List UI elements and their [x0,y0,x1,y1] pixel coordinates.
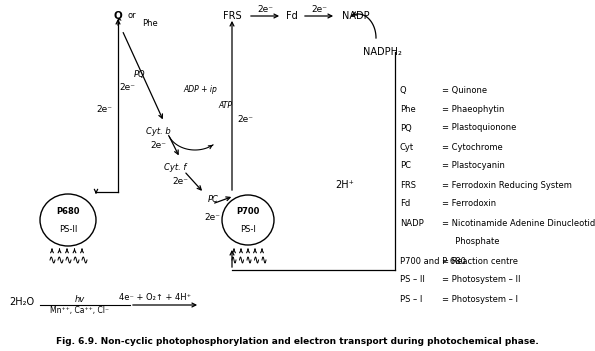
Text: = Quinone: = Quinone [442,86,487,94]
Text: 2e⁻: 2e⁻ [172,178,188,186]
Text: Q: Q [400,86,406,94]
Text: NADP: NADP [342,11,370,21]
Text: = Photosystem – I: = Photosystem – I [442,294,518,304]
Text: PS – II: PS – II [400,276,425,285]
Text: Mn⁺⁺, Ca⁺⁺, Cl⁻: Mn⁺⁺, Ca⁺⁺, Cl⁻ [51,306,109,316]
Text: NADPH₂: NADPH₂ [362,47,402,57]
Text: Q: Q [114,11,123,21]
Text: 2H⁺: 2H⁺ [336,180,355,190]
Text: 2e⁻: 2e⁻ [311,5,327,13]
Text: PS – I: PS – I [400,294,422,304]
Text: P700 and P 680: P700 and P 680 [400,257,466,265]
Text: Fig. 6.9. Non-cyclic photophosphorylation and electron transport during photoche: Fig. 6.9. Non-cyclic photophosphorylatio… [55,337,538,345]
Text: = Nicotinamide Adenine Dinucleotide: = Nicotinamide Adenine Dinucleotide [442,219,595,227]
Text: Fd: Fd [286,11,298,21]
Text: or: or [128,12,136,20]
Text: = Photosystem – II: = Photosystem – II [442,276,521,285]
Text: 2e⁻: 2e⁻ [204,213,220,223]
Text: 4e⁻ + O₂↑ + 4H⁺: 4e⁻ + O₂↑ + 4H⁺ [119,292,191,302]
Text: Fd: Fd [400,199,410,208]
Text: PS-II: PS-II [59,225,77,233]
Text: 2H₂O: 2H₂O [10,297,35,307]
Text: PC: PC [208,196,218,205]
Text: NADP: NADP [400,219,424,227]
Text: Phe: Phe [142,20,158,28]
Text: 2e⁻: 2e⁻ [96,106,112,114]
Text: Cyt: Cyt [400,143,414,152]
Text: = Reaction centre: = Reaction centre [442,257,518,265]
Text: Phe: Phe [400,105,416,113]
Text: = Plastocyanin: = Plastocyanin [442,161,505,171]
Text: PC: PC [400,161,411,171]
Text: P680: P680 [57,206,80,216]
Text: = Plastoquionone: = Plastoquionone [442,124,516,132]
Text: 2e⁻: 2e⁻ [237,115,253,125]
Text: FRS: FRS [400,180,416,190]
Text: hv: hv [75,294,85,304]
Text: = Phaeophytin: = Phaeophytin [442,105,505,113]
Text: Cyt. f: Cyt. f [164,164,186,172]
Text: Phosphate: Phosphate [442,238,499,246]
Text: PQ: PQ [400,124,412,132]
Text: = Cytochrome: = Cytochrome [442,143,503,152]
Text: 2e⁻: 2e⁻ [257,5,273,13]
Text: 2e⁻: 2e⁻ [150,140,166,150]
Text: ATP: ATP [218,100,232,110]
Text: FRS: FRS [223,11,242,21]
Text: = Ferrodoxin: = Ferrodoxin [442,199,496,208]
Text: = Ferrodoxin Reducing System: = Ferrodoxin Reducing System [442,180,572,190]
Text: 2e⁻: 2e⁻ [119,82,135,92]
Text: P700: P700 [236,206,259,216]
Text: ADP + ip: ADP + ip [183,86,217,94]
Text: Cyt. b: Cyt. b [146,126,170,135]
Text: PQ: PQ [134,71,146,79]
Text: PS-I: PS-I [240,225,256,233]
